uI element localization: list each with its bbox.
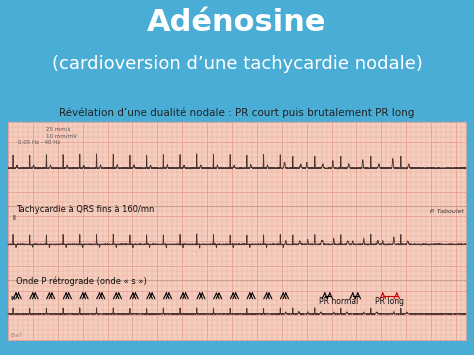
Text: P. Taboulet: P. Taboulet — [430, 209, 464, 214]
Text: Révélation d’une dualité nodale : PR court puis brutalement PR long: Révélation d’une dualité nodale : PR cou… — [59, 108, 415, 118]
Text: J3a7: J3a7 — [10, 333, 22, 338]
Bar — [8, 122, 466, 340]
Text: III: III — [10, 296, 16, 301]
Text: Tachycardie à QRS fins à 160/mn: Tachycardie à QRS fins à 160/mn — [16, 205, 155, 214]
Text: II: II — [12, 215, 16, 221]
Text: 10 mm/mV: 10 mm/mV — [46, 133, 77, 138]
Text: PR normal: PR normal — [319, 297, 358, 306]
Text: Onde P rétrograde (onde « s »): Onde P rétrograde (onde « s ») — [16, 277, 147, 286]
Text: (cardioversion d’une tachycardie nodale): (cardioversion d’une tachycardie nodale) — [52, 55, 422, 73]
Text: 25 mm/s: 25 mm/s — [46, 126, 71, 131]
Text: 0.05 Hz - 40 Hz: 0.05 Hz - 40 Hz — [18, 141, 60, 146]
Text: Adénosine: Adénosine — [147, 9, 327, 37]
Text: PR long: PR long — [375, 297, 404, 306]
